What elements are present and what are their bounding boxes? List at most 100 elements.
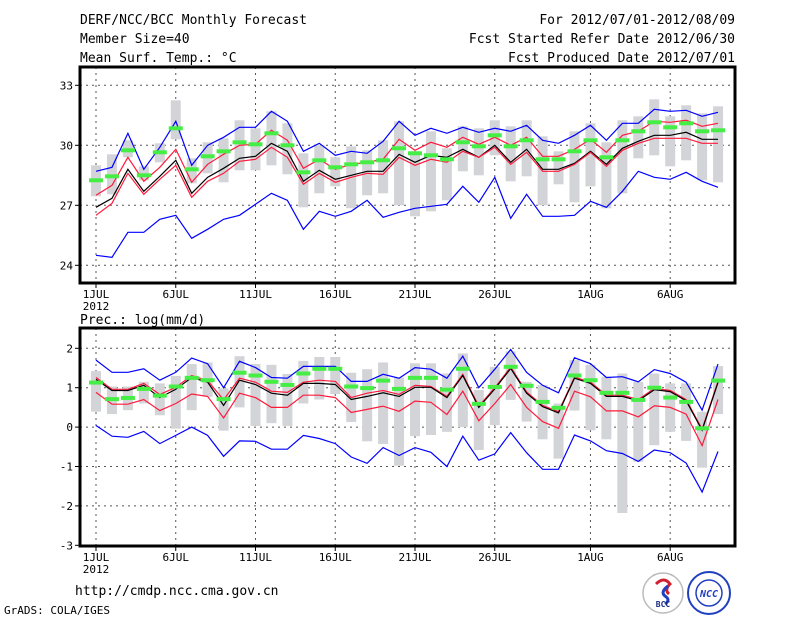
marker bbox=[280, 382, 295, 387]
plot-frame bbox=[78, 326, 737, 548]
marker bbox=[455, 366, 470, 371]
marker bbox=[232, 370, 247, 375]
spread-bar bbox=[633, 116, 644, 159]
marker bbox=[551, 405, 566, 410]
marker bbox=[216, 149, 231, 154]
spread-bar bbox=[489, 366, 500, 426]
series-line-min bbox=[95, 425, 719, 494]
marker bbox=[376, 158, 391, 163]
marker bbox=[360, 386, 375, 391]
marker bbox=[695, 426, 710, 431]
marker bbox=[168, 126, 183, 131]
marker bbox=[136, 173, 151, 178]
spread-bar bbox=[314, 145, 325, 194]
chart-title: DERF/NCC/BCC Monthly Forecast bbox=[80, 13, 307, 28]
marker bbox=[152, 393, 167, 398]
grads-credit: GrADS: COLA/IGES bbox=[4, 604, 110, 617]
marker bbox=[663, 125, 678, 130]
spread-bar bbox=[441, 373, 452, 432]
marker bbox=[519, 383, 534, 388]
y-tick-label: 1 bbox=[66, 382, 73, 395]
spread-bar bbox=[537, 384, 548, 440]
marker bbox=[439, 157, 454, 162]
x-tick-label: 11JUL bbox=[239, 551, 272, 564]
marker bbox=[567, 373, 582, 378]
bcc-logo: BCC bbox=[642, 572, 684, 614]
marker bbox=[423, 153, 438, 158]
marker bbox=[487, 133, 502, 138]
marker bbox=[392, 386, 407, 391]
ncc-logo: NCC bbox=[687, 571, 731, 615]
spread-bar bbox=[91, 371, 101, 412]
marker bbox=[455, 140, 470, 145]
y-tick-label: 24 bbox=[60, 259, 74, 272]
spread-bar bbox=[394, 121, 405, 206]
plot-frame bbox=[78, 65, 737, 285]
marker bbox=[296, 371, 311, 376]
marker bbox=[647, 385, 662, 390]
marker bbox=[439, 387, 454, 392]
marker bbox=[200, 154, 215, 159]
marker bbox=[408, 151, 422, 156]
marker bbox=[471, 401, 486, 406]
spread-bar bbox=[521, 120, 532, 177]
marker bbox=[503, 144, 518, 149]
marker bbox=[423, 375, 438, 380]
marker bbox=[120, 395, 135, 400]
spread-bar bbox=[441, 148, 452, 201]
marker bbox=[232, 140, 247, 145]
spread-bar bbox=[282, 373, 293, 426]
marker bbox=[216, 397, 231, 402]
spread-bar bbox=[378, 362, 389, 445]
marker bbox=[487, 384, 502, 389]
spread-bar bbox=[250, 128, 261, 171]
marker bbox=[392, 146, 407, 151]
spread-bar bbox=[362, 369, 373, 442]
spread-bar bbox=[713, 366, 724, 415]
spread-bar bbox=[601, 376, 612, 440]
forecast-period: For 2012/07/01-2012/08/09 bbox=[539, 13, 735, 28]
spread-bar bbox=[553, 151, 564, 185]
marker bbox=[535, 399, 550, 404]
spread-bar bbox=[234, 356, 245, 408]
marker bbox=[376, 378, 391, 383]
marker bbox=[296, 170, 311, 175]
marker bbox=[200, 378, 215, 383]
spread-bar bbox=[569, 360, 580, 411]
spread-bar bbox=[330, 157, 341, 187]
spread-bar bbox=[521, 381, 532, 422]
marker bbox=[120, 148, 135, 153]
marker bbox=[344, 384, 359, 389]
marker bbox=[344, 162, 359, 167]
marker bbox=[663, 395, 678, 400]
spread-bar bbox=[697, 113, 708, 181]
marker bbox=[583, 138, 598, 143]
x-tick-label: 1AUG bbox=[577, 551, 604, 564]
series-line-lower bbox=[95, 137, 718, 216]
marker bbox=[408, 375, 422, 380]
marker bbox=[695, 129, 710, 134]
spread-bar bbox=[601, 142, 612, 209]
spread-bar bbox=[282, 123, 293, 175]
x-tick-label: 1AUG bbox=[577, 288, 604, 301]
series-line-max bbox=[95, 108, 719, 172]
marker bbox=[328, 366, 343, 371]
marker bbox=[184, 167, 199, 172]
marker bbox=[631, 129, 646, 134]
spread-bar bbox=[633, 381, 644, 462]
marker bbox=[104, 174, 119, 179]
member-size: Member Size=40 bbox=[80, 32, 190, 47]
x-tick-label: 26JUL bbox=[478, 288, 511, 301]
marker bbox=[535, 157, 550, 162]
spread-bar bbox=[250, 364, 261, 426]
started-date: Fcst Started Refer Date 2012/06/30 bbox=[469, 32, 735, 47]
marker bbox=[599, 155, 614, 160]
spread-bar bbox=[617, 373, 628, 513]
spread-bar bbox=[665, 116, 676, 167]
source-url[interactable]: http://cmdp.ncc.cma.gov.cn bbox=[75, 584, 279, 599]
spread-bar bbox=[266, 111, 277, 166]
spread-bar bbox=[410, 151, 420, 217]
x-tick-label: 21JUL bbox=[398, 288, 431, 301]
y-tick-label: 0 bbox=[66, 421, 73, 434]
